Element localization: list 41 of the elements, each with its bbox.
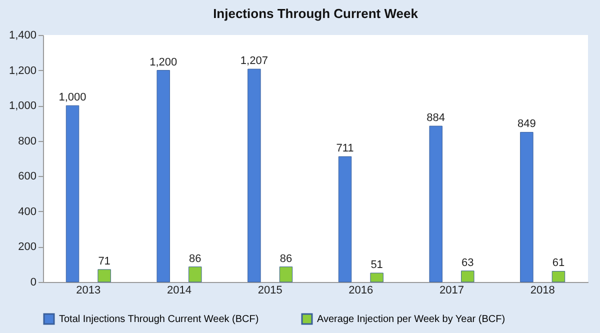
data-label: 1,200 xyxy=(150,56,178,68)
chart-title: Injections Through Current Week xyxy=(213,6,419,21)
bar xyxy=(248,68,261,282)
data-label: 86 xyxy=(189,252,202,265)
bar xyxy=(279,266,293,282)
x-tick-label: 2018 xyxy=(530,284,555,296)
y-tick-label: 400 xyxy=(18,206,36,218)
data-label: 711 xyxy=(336,142,354,155)
bar xyxy=(156,70,170,282)
data-label: 849 xyxy=(518,118,536,130)
data-label: 61 xyxy=(552,257,565,270)
legend-label: Average Injection per Week by Year (BCF) xyxy=(317,314,506,325)
y-tick-label: 1,400 xyxy=(8,30,36,42)
data-label: 86 xyxy=(280,252,292,265)
x-tick-label: 2017 xyxy=(440,284,464,296)
x-tick-label: 2015 xyxy=(258,284,282,296)
bar xyxy=(429,126,442,282)
bar xyxy=(338,156,352,282)
y-tick-label: 600 xyxy=(18,170,36,183)
bar xyxy=(461,270,474,282)
bar xyxy=(552,270,566,282)
data-label: 884 xyxy=(426,112,446,124)
legend-label: Total Injections Through Current Week (BCF) xyxy=(59,314,259,325)
x-tick-label: 2016 xyxy=(348,284,374,296)
y-tick-label: 200 xyxy=(18,241,36,254)
data-label: 71 xyxy=(98,255,110,268)
y-tick-label: 800 xyxy=(18,135,36,148)
bar xyxy=(98,269,111,282)
bar xyxy=(370,272,384,282)
bar xyxy=(188,266,202,282)
data-label: 51 xyxy=(370,259,383,271)
y-tick-label: 1,200 xyxy=(8,64,36,77)
data-label: 1,207 xyxy=(240,55,268,68)
data-label: 63 xyxy=(462,256,474,269)
x-tick-label: 2014 xyxy=(167,284,192,296)
y-tick-label: 1,000 xyxy=(8,100,36,112)
bar xyxy=(520,132,534,282)
bar xyxy=(66,105,80,282)
data-label: 1,000 xyxy=(58,92,86,104)
x-tick-label: 2013 xyxy=(76,284,101,296)
y-tick-label: 0 xyxy=(30,276,36,288)
